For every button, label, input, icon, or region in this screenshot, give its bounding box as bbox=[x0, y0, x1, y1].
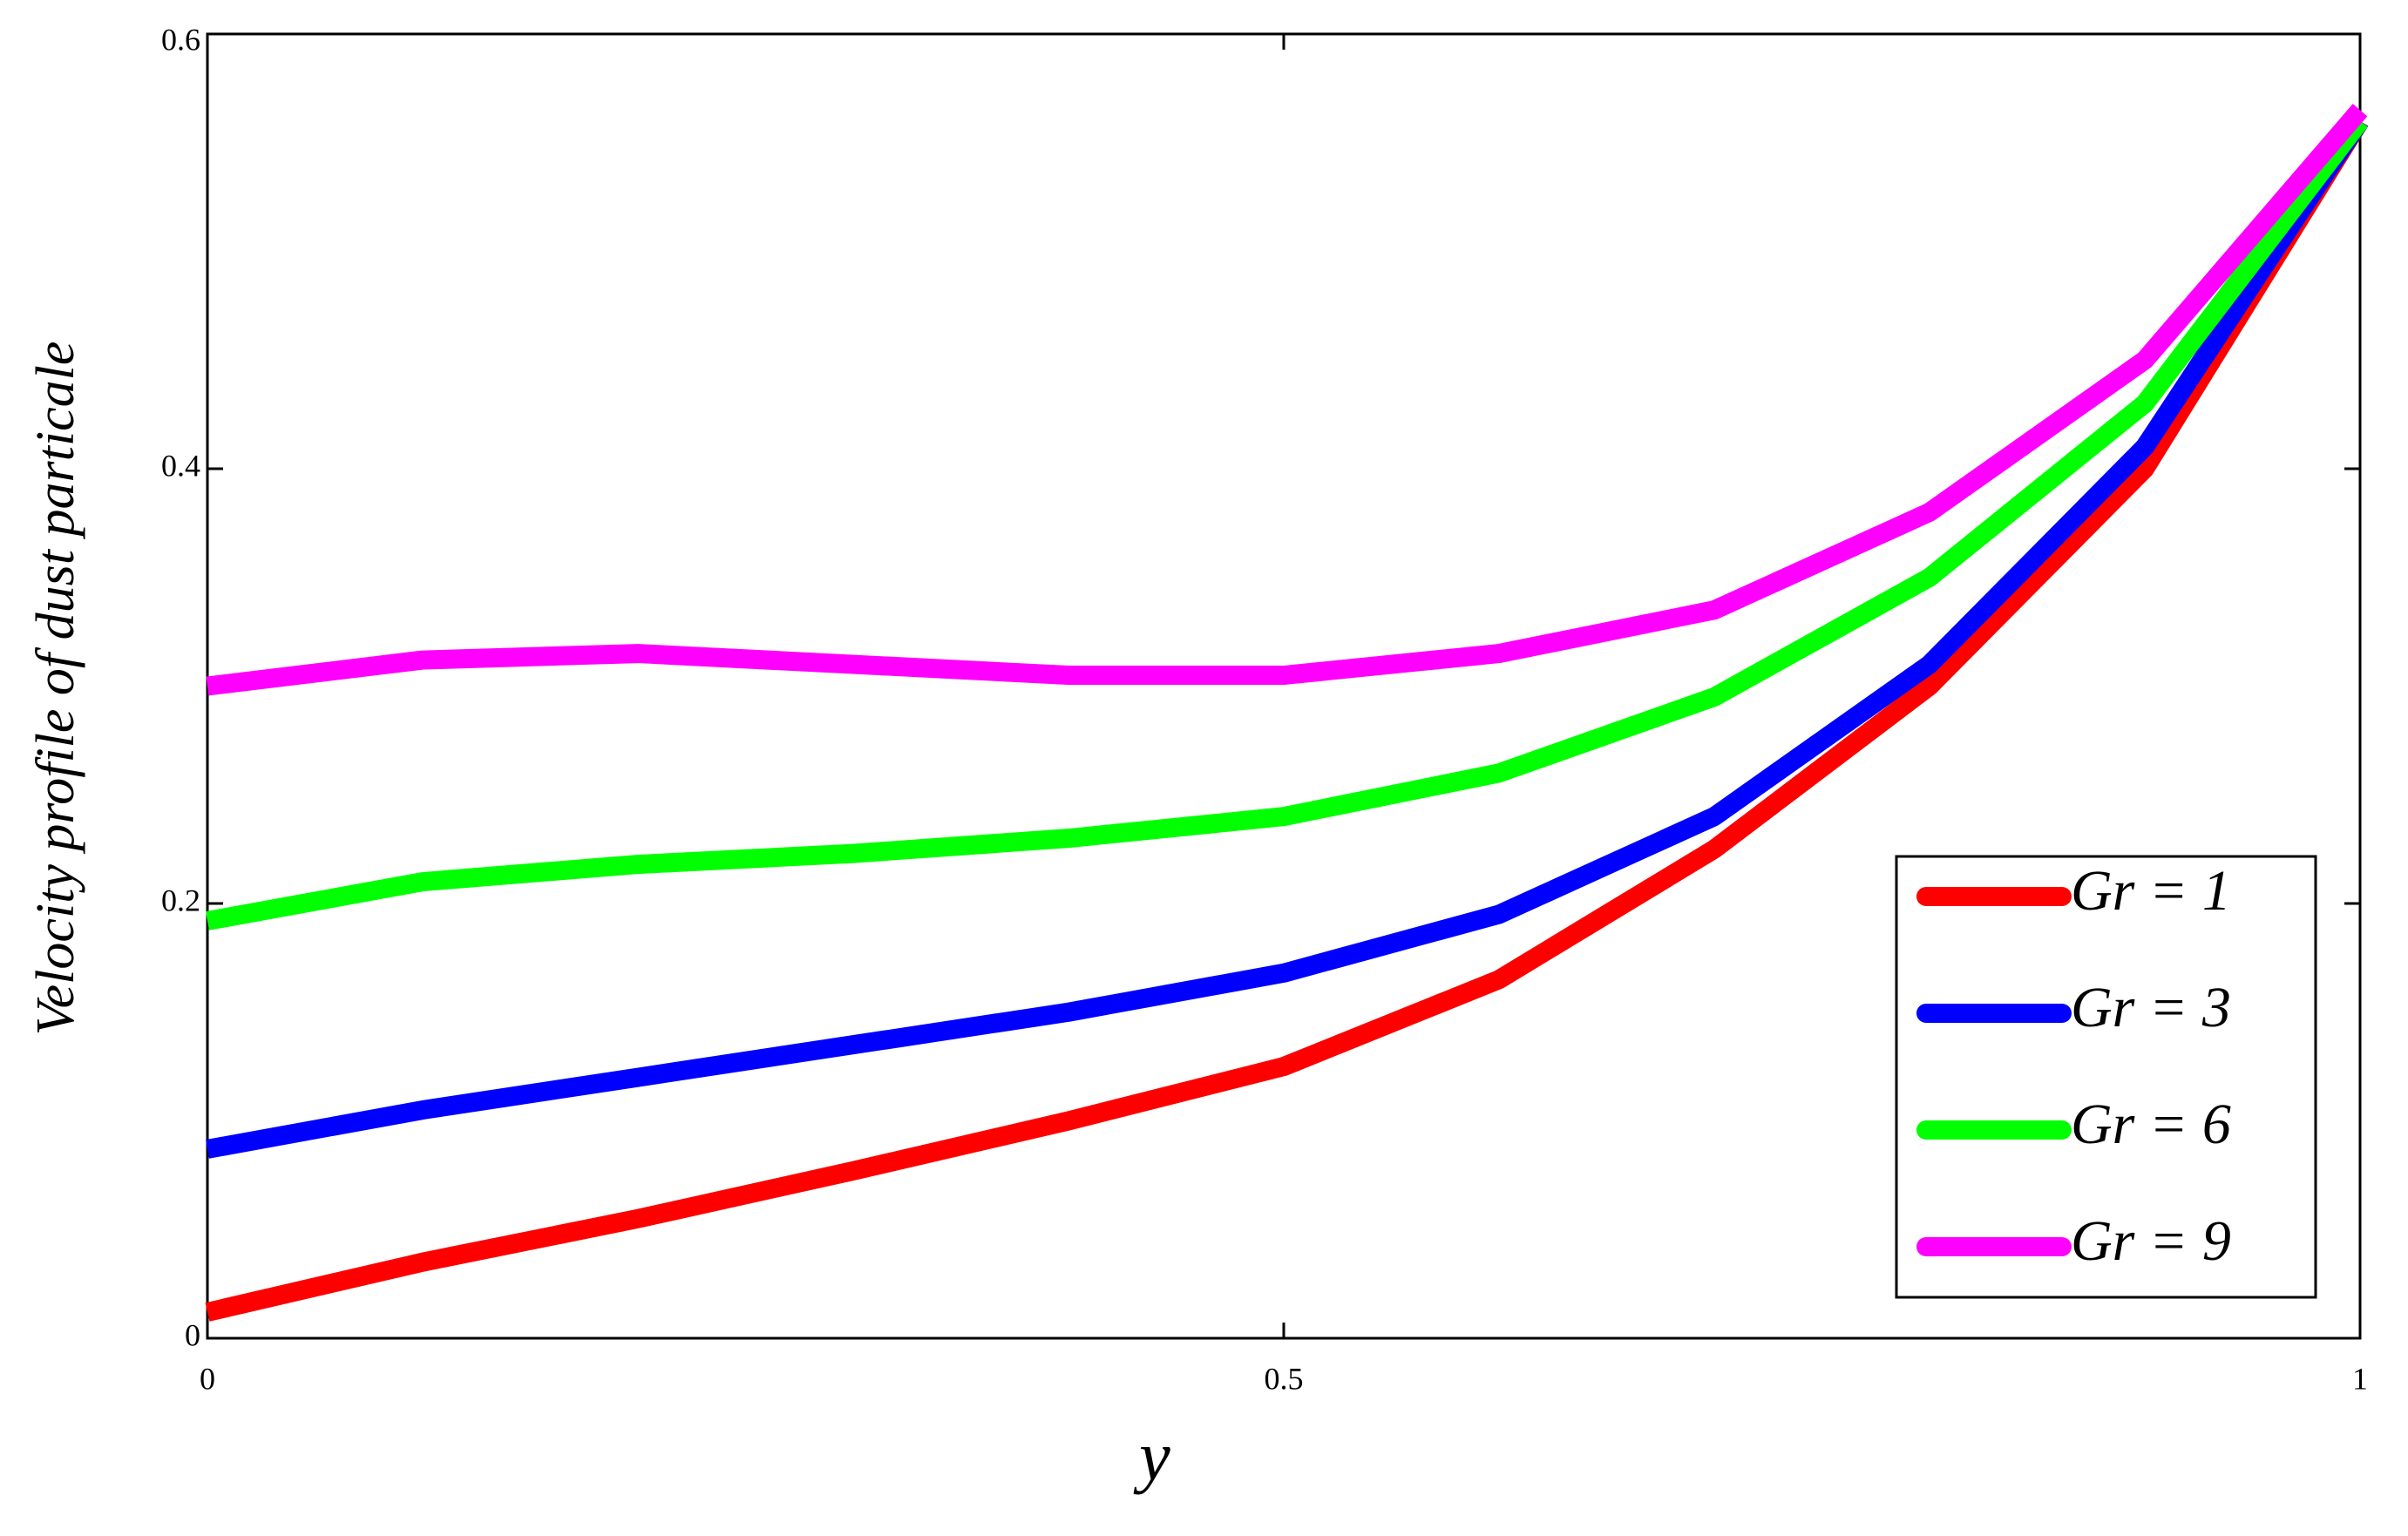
y-tick-label: 0 bbox=[185, 1317, 200, 1352]
x-axis-label: y bbox=[1133, 1418, 1170, 1495]
legend-label: Gr = 9 bbox=[2071, 1209, 2231, 1273]
x-tick-label: 0.5 bbox=[1265, 1361, 1304, 1396]
series-line bbox=[205, 116, 2369, 1322]
series-line bbox=[206, 115, 2368, 930]
y-tick-label: 0.6 bbox=[161, 22, 200, 57]
y-tick-label: 0.4 bbox=[161, 448, 200, 483]
legend-box bbox=[1895, 855, 2317, 1299]
legend-label: Gr = 3 bbox=[2071, 976, 2231, 1039]
y-tick-label: 0.2 bbox=[161, 883, 200, 917]
legend-label: Gr = 1 bbox=[2071, 859, 2231, 923]
x-tick-label: 0 bbox=[200, 1361, 215, 1396]
y-axis-label: Velocity profile of dust particale bbox=[26, 342, 85, 1036]
series-line bbox=[206, 115, 2369, 1159]
legend-label: Gr = 6 bbox=[2071, 1093, 2231, 1156]
x-tick-label: 1 bbox=[2352, 1361, 2368, 1396]
series-line bbox=[206, 104, 2368, 696]
